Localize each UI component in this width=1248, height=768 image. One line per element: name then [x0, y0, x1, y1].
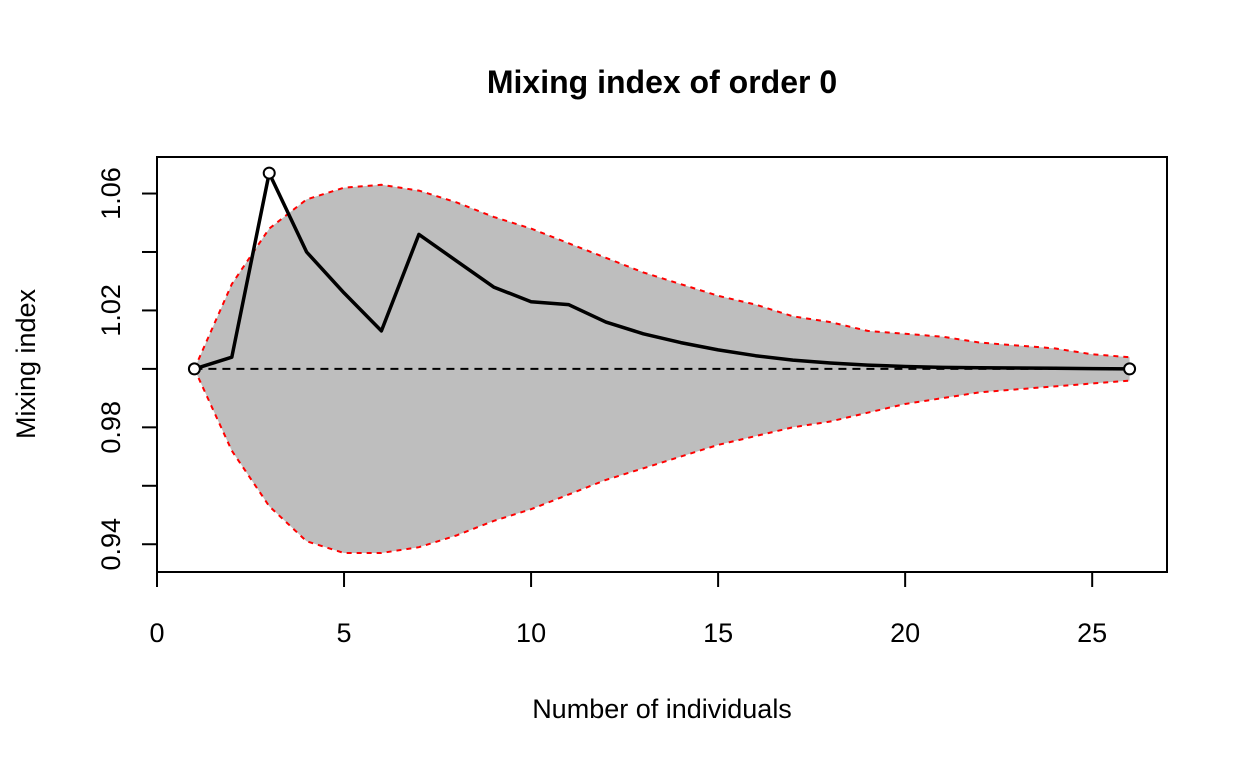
x-tick-label: 20 — [890, 618, 920, 648]
y-axis-label: Mixing index — [11, 288, 41, 439]
observed-line — [193, 171, 1130, 371]
y-tick-label: 0.98 — [96, 401, 126, 454]
x-tick-label: 25 — [1077, 618, 1107, 648]
x-axis-label: Number of individuals — [532, 694, 792, 724]
x-tick-label: 5 — [337, 618, 352, 648]
chart-title: Mixing index of order 0 — [487, 64, 837, 100]
observed-point-marker — [187, 362, 201, 376]
observed-point-marker — [1123, 362, 1137, 376]
x-tick-label: 15 — [703, 618, 733, 648]
envelope-upper-line — [193, 183, 1130, 370]
y-tick-label: 1.06 — [96, 167, 126, 220]
x-tick-label: 10 — [516, 618, 546, 648]
observed-point-marker — [262, 166, 276, 180]
envelope-lower-line — [193, 368, 1130, 554]
plot-area — [187, 166, 1137, 554]
y-tick-label: 0.94 — [96, 518, 126, 571]
y-axis: 0.94 0.98 1.02 1.06 — [96, 167, 158, 571]
y-tick-label: 1.02 — [96, 284, 126, 337]
x-tick-label: 0 — [149, 618, 164, 648]
x-axis: 0 5 10 15 20 25 — [149, 571, 1107, 648]
